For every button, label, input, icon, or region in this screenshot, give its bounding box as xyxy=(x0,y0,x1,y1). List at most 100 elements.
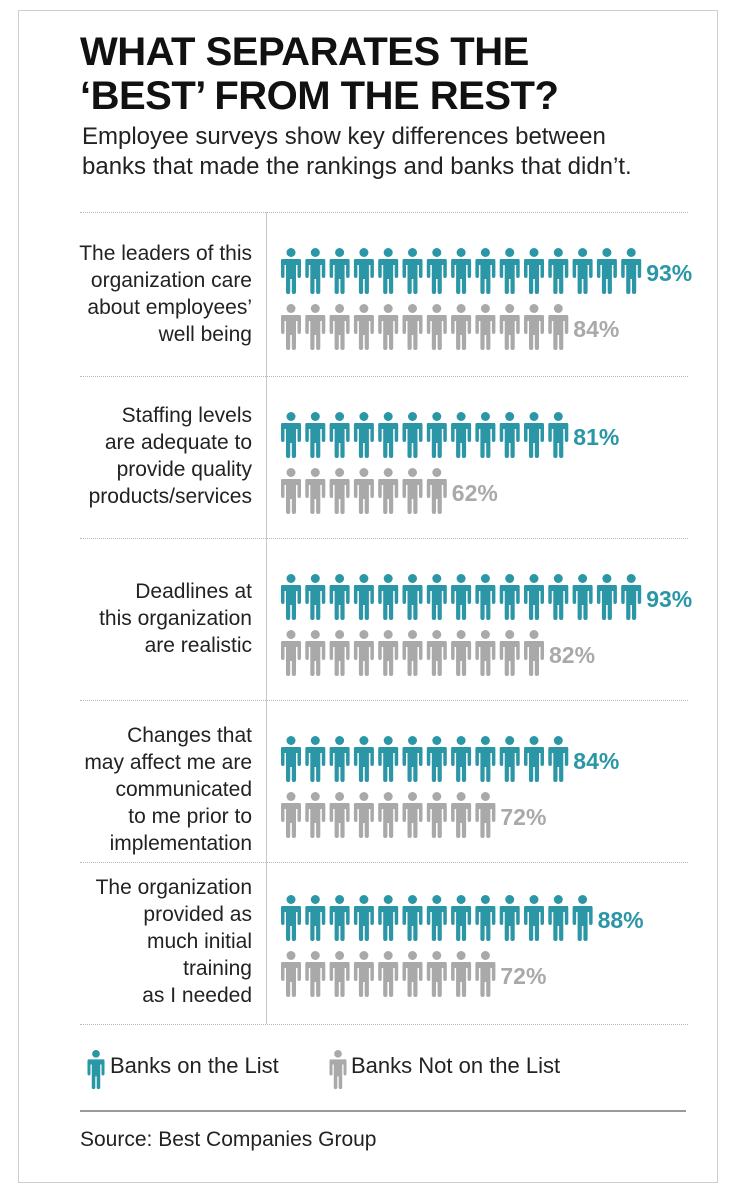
person-icon xyxy=(524,248,544,294)
person-icon xyxy=(353,951,374,997)
person-icon xyxy=(378,792,399,838)
chart-subtitle: Employee surveys show key differences be… xyxy=(82,122,632,182)
person-icon xyxy=(548,574,569,620)
pictograph-marks: 93% 84% 81% 62% 93% 82% 84% 72% 88% 72% xyxy=(281,248,692,997)
person-icon xyxy=(451,736,472,782)
row-label-line: provide quality xyxy=(116,458,252,481)
subtitle-line-2: banks that made the rankings and banks t… xyxy=(82,153,632,180)
person-icon xyxy=(524,895,544,941)
person-icon xyxy=(305,412,326,458)
person-icon xyxy=(548,736,569,782)
person-icon xyxy=(499,574,520,620)
person-icon xyxy=(378,468,399,514)
person-icon xyxy=(596,574,617,620)
person-icon xyxy=(475,574,496,620)
row-label-line: organization care xyxy=(90,269,252,292)
row-separator xyxy=(80,538,688,539)
person-icon xyxy=(451,304,472,350)
person-icon xyxy=(475,951,496,997)
person-icon xyxy=(353,248,374,294)
person-icon xyxy=(402,468,423,514)
person-icon xyxy=(281,736,301,782)
subtitle-line-1: Employee surveys show key differences be… xyxy=(82,123,606,150)
row-label-line: training xyxy=(183,957,252,980)
row-label-initial-training: The organization provided as much initia… xyxy=(40,874,252,1009)
person-icon xyxy=(329,574,350,620)
person-icon xyxy=(451,951,472,997)
person-icon xyxy=(524,630,544,676)
value-label: 84% xyxy=(573,748,619,774)
person-icon xyxy=(524,412,544,458)
person-icon xyxy=(451,895,472,941)
person-icon xyxy=(402,412,423,458)
person-icon xyxy=(475,412,496,458)
person-icon xyxy=(305,951,326,997)
person-icon xyxy=(378,630,399,676)
value-label: 72% xyxy=(500,804,546,830)
person-icon xyxy=(451,630,472,676)
person-icon xyxy=(426,792,447,838)
person-icon xyxy=(281,630,301,676)
person-icon xyxy=(475,792,496,838)
source-note: Source: Best Companies Group xyxy=(80,1128,377,1151)
row-separator xyxy=(80,376,688,377)
person-icon xyxy=(329,304,350,350)
person-icon xyxy=(499,304,520,350)
person-icon xyxy=(402,304,423,350)
series-on-list-deadlines: 93% xyxy=(281,574,692,620)
person-icon xyxy=(402,792,423,838)
person-icon xyxy=(353,304,374,350)
person-icon xyxy=(426,630,447,676)
person-icon xyxy=(426,248,447,294)
frame xyxy=(18,10,718,1183)
value-label: 93% xyxy=(646,260,692,286)
series-not-on-list-staffing-levels: 62% xyxy=(281,468,498,514)
person-icon xyxy=(281,248,301,294)
series-not-on-list-changes-communicated: 72% xyxy=(281,792,546,838)
person-icon xyxy=(329,1050,347,1090)
row-label-line: well being xyxy=(158,323,252,346)
person-icon xyxy=(426,895,447,941)
person-icon xyxy=(572,895,593,941)
row-label-line: this organization xyxy=(99,607,252,630)
person-icon xyxy=(402,736,423,782)
row-separator xyxy=(80,862,688,863)
row-label-line: The organization xyxy=(95,876,252,899)
person-icon xyxy=(353,736,374,782)
person-icon xyxy=(281,468,301,514)
person-icon xyxy=(353,468,374,514)
legend-icon-not-on-list xyxy=(329,1050,347,1090)
row-label-staffing-levels: Staffing levels are adequate to provide … xyxy=(40,402,252,510)
row-label-line: about employees’ xyxy=(87,296,252,319)
person-icon xyxy=(475,248,496,294)
person-icon xyxy=(572,248,593,294)
series-not-on-list-leaders-care: 84% xyxy=(281,304,619,350)
person-icon xyxy=(402,574,423,620)
person-icon xyxy=(305,468,326,514)
person-icon xyxy=(402,895,423,941)
label-divider xyxy=(266,212,267,1024)
person-icon xyxy=(499,412,520,458)
series-not-on-list-deadlines: 82% xyxy=(281,630,595,676)
row-label-line: implementation xyxy=(109,832,252,855)
person-icon xyxy=(548,304,569,350)
person-icon xyxy=(475,304,496,350)
person-icon xyxy=(378,574,399,620)
person-icon xyxy=(353,574,374,620)
person-icon xyxy=(378,248,399,294)
series-on-list-staffing-levels: 81% xyxy=(281,412,619,458)
person-icon xyxy=(524,736,544,782)
row-label-line: may affect me are xyxy=(84,751,252,774)
value-label: 81% xyxy=(573,424,619,450)
row-separator xyxy=(80,1024,688,1025)
person-icon xyxy=(87,1050,105,1090)
footer-divider xyxy=(80,1110,686,1112)
person-icon xyxy=(451,412,472,458)
value-label: 62% xyxy=(452,480,498,506)
series-on-list-initial-training: 88% xyxy=(281,895,644,941)
row-separator xyxy=(80,212,688,213)
person-icon xyxy=(305,304,326,350)
person-icon xyxy=(596,248,617,294)
person-icon xyxy=(499,630,520,676)
